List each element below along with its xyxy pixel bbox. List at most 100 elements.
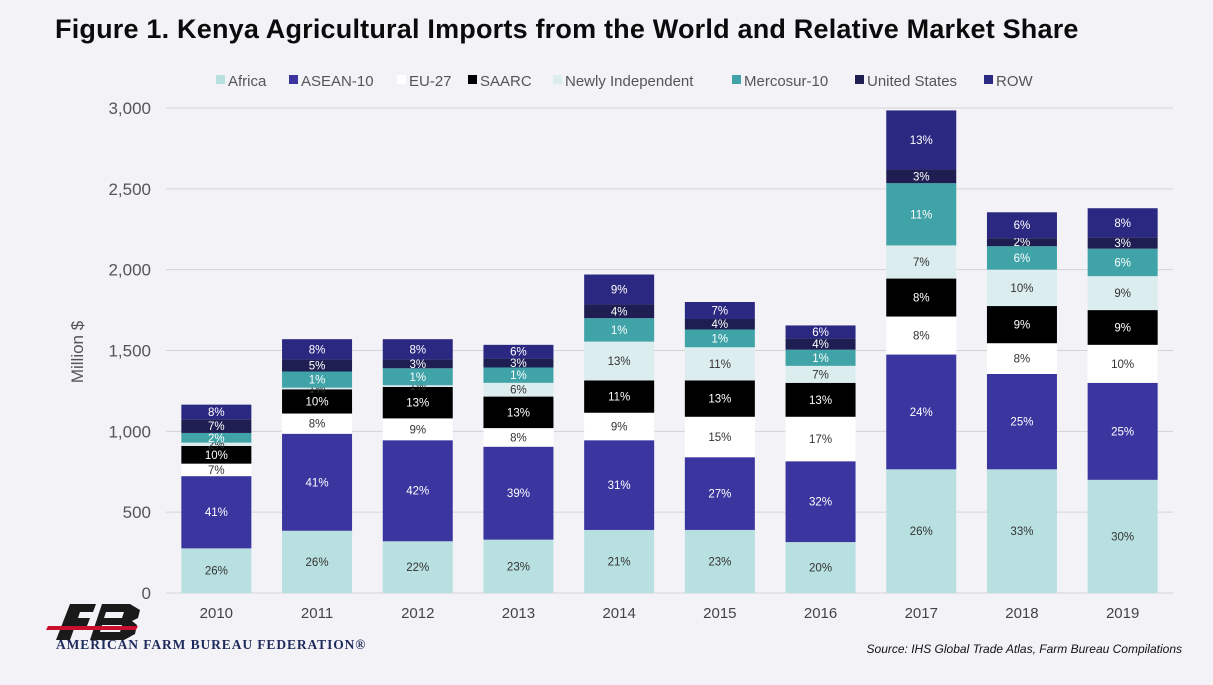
bar-segment	[1087, 248, 1158, 277]
data-label: 8%	[913, 331, 930, 343]
bar-segment	[785, 325, 856, 339]
data-label: 13%	[809, 395, 832, 407]
data-label: 30%	[1111, 531, 1134, 543]
bar-segment	[181, 476, 252, 549]
data-label: 9%	[1114, 288, 1131, 300]
bar-segment	[382, 368, 453, 386]
data-label: 4%	[812, 339, 829, 351]
bar-segment	[584, 412, 655, 441]
data-label: 10%	[1010, 283, 1033, 295]
data-label: 8%	[409, 344, 426, 356]
bar-segment	[785, 542, 856, 593]
bar-segment	[785, 461, 856, 543]
data-label: 26%	[910, 526, 933, 538]
bar-segment	[1087, 237, 1158, 249]
bar-segment	[785, 382, 856, 417]
data-label: 11%	[709, 359, 731, 371]
data-label: 22%	[406, 562, 429, 574]
bar-segment	[282, 530, 353, 593]
data-label: 7%	[208, 421, 225, 433]
data-label: 8%	[309, 419, 326, 431]
bar-segment	[886, 354, 957, 470]
legend-label: Africa	[228, 73, 267, 90]
y-tick-label: 2,500	[108, 180, 151, 199]
data-label: 27%	[708, 489, 731, 501]
bar-segment	[382, 339, 453, 360]
data-label: 8%	[913, 293, 930, 305]
data-label: 1%	[309, 375, 326, 387]
x-tick-label: 2011	[301, 605, 333, 622]
bar-segment	[483, 446, 554, 540]
data-label: 23%	[507, 561, 530, 573]
bar-segment	[1087, 344, 1158, 383]
legend-swatch	[855, 75, 864, 84]
data-label: 10%	[306, 396, 329, 408]
legend-label: SAARC	[480, 73, 532, 90]
bar-segment	[483, 344, 554, 359]
legend-label: Newly Independent	[565, 73, 694, 90]
legend-swatch	[732, 75, 741, 84]
data-label: 20%	[809, 563, 832, 575]
data-label: 32%	[809, 497, 832, 509]
bar-segment	[886, 469, 957, 593]
bar-segment	[684, 329, 755, 348]
data-label: 15%	[708, 432, 731, 444]
bar-segment	[483, 367, 554, 383]
bar-segment	[886, 245, 957, 279]
bar-segment	[382, 440, 453, 542]
bar-segment	[886, 316, 957, 355]
bar-segment	[1087, 276, 1158, 311]
x-tick-label: 2010	[200, 605, 233, 622]
data-label: 6%	[1114, 257, 1131, 269]
legend-swatch	[216, 75, 225, 84]
data-label: 26%	[205, 566, 228, 578]
data-label: 41%	[205, 507, 228, 519]
bar-segment	[684, 380, 755, 417]
data-label: 24%	[910, 407, 933, 419]
y-axis: 0 500 1,000 1,500 2,000 2,500 3,000	[108, 99, 151, 603]
data-label: 6%	[1014, 253, 1031, 265]
x-tick-label: 2016	[804, 605, 837, 622]
data-label: 2%	[1014, 237, 1031, 249]
x-tick-label: 2018	[1005, 605, 1038, 622]
bar-segment	[181, 548, 252, 593]
data-label: 10%	[1111, 359, 1134, 371]
bar-segment	[1087, 310, 1158, 345]
bar-segment	[584, 341, 655, 381]
bar-segment	[684, 529, 755, 593]
bar-segment	[282, 389, 353, 414]
bar-segment	[584, 529, 655, 593]
data-label: 6%	[1014, 220, 1031, 232]
legend-swatch	[984, 75, 993, 84]
bar-segment	[584, 274, 655, 305]
y-tick-label: 0	[142, 584, 151, 603]
data-label: 13%	[406, 398, 429, 410]
source-note: Source: IHS Global Trade Atlas, Farm Bur…	[866, 642, 1182, 656]
bar-segment	[1087, 382, 1158, 480]
bar-segment	[986, 269, 1057, 307]
bar-segment	[181, 404, 252, 420]
data-label: 5%	[309, 360, 326, 372]
bar-segment	[785, 349, 856, 366]
y-tick-label: 1,000	[108, 422, 151, 441]
data-label: 25%	[1111, 426, 1134, 438]
bar-segment	[181, 445, 252, 464]
bar-segment	[181, 442, 252, 446]
data-label: 1%	[409, 372, 426, 384]
data-label: 7%	[812, 369, 829, 381]
x-tick-label: 2019	[1106, 605, 1139, 622]
data-label: 6%	[812, 327, 829, 339]
bar-segment	[785, 338, 856, 350]
bar-segment	[1087, 208, 1158, 238]
bar-segment	[483, 539, 554, 593]
data-label: 26%	[306, 557, 329, 569]
data-label: 33%	[1010, 526, 1033, 538]
bar-segment	[382, 359, 453, 369]
legend-label: EU-27	[409, 73, 452, 90]
data-label: 8%	[1014, 354, 1031, 366]
y-tick-label: 1,500	[108, 342, 151, 361]
data-label: 8%	[510, 432, 527, 444]
data-label: 3%	[409, 359, 426, 371]
bar-segment	[986, 238, 1057, 247]
